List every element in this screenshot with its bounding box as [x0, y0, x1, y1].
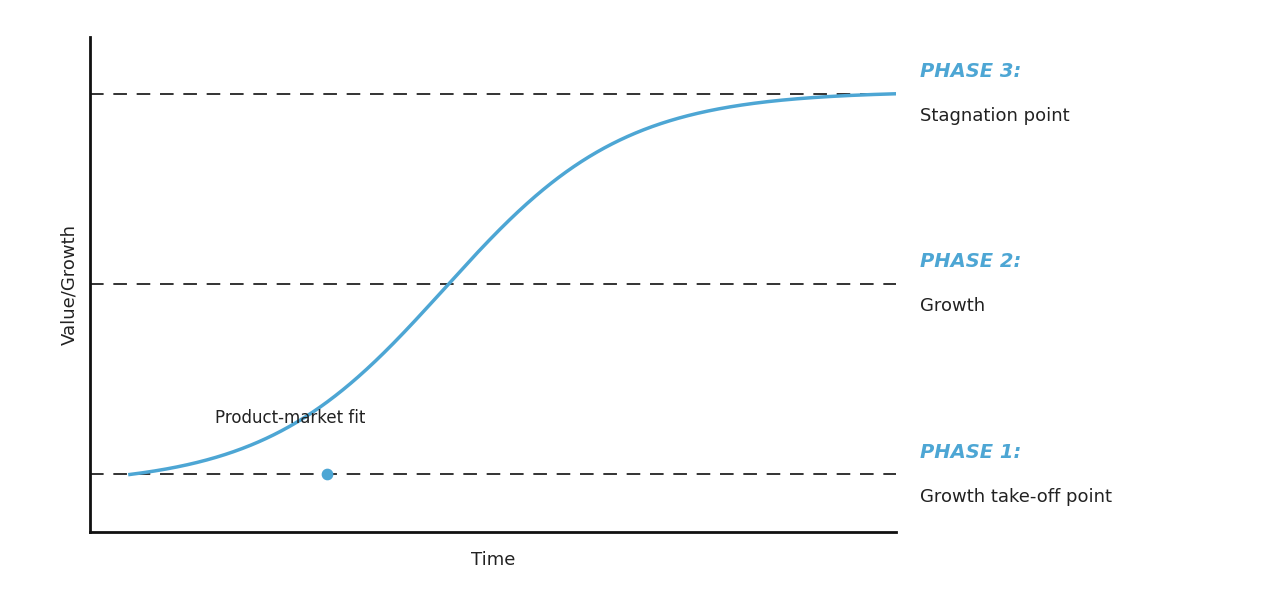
Text: Growth: Growth [920, 298, 986, 315]
X-axis label: Time: Time [471, 551, 515, 569]
Text: Product-market fit: Product-market fit [215, 409, 365, 427]
Text: PHASE 3:: PHASE 3: [920, 62, 1021, 81]
Text: Stagnation point: Stagnation point [920, 107, 1070, 125]
Point [317, 470, 338, 480]
Y-axis label: Value/Growth: Value/Growth [60, 224, 78, 345]
Text: Growth take-off point: Growth take-off point [920, 488, 1112, 506]
Text: PHASE 2:: PHASE 2: [920, 252, 1021, 271]
Text: PHASE 1:: PHASE 1: [920, 443, 1021, 462]
